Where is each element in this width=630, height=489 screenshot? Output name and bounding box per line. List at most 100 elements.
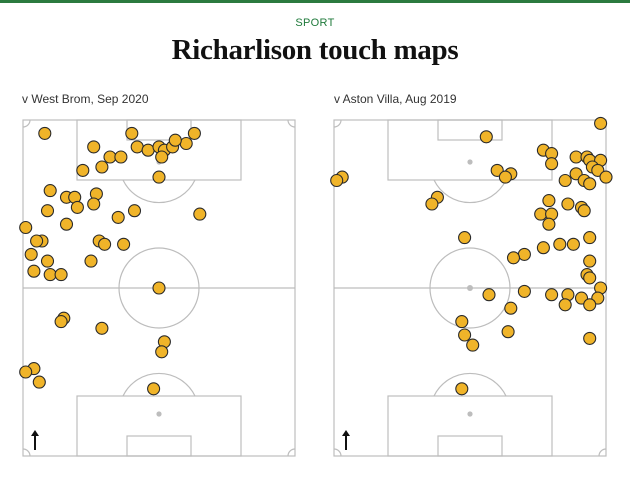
touch-point bbox=[54, 268, 68, 282]
touch-point bbox=[330, 173, 344, 188]
touch-point bbox=[566, 237, 580, 251]
touch-point bbox=[193, 207, 207, 221]
penalty-area-top bbox=[387, 119, 553, 181]
touch-point bbox=[84, 254, 98, 268]
section-kicker[interactable]: SPORT bbox=[295, 17, 335, 29]
touch-point bbox=[125, 126, 139, 140]
corner-arc bbox=[22, 448, 31, 457]
touch-point bbox=[545, 288, 559, 302]
touch-point bbox=[130, 140, 144, 154]
touch-point bbox=[141, 143, 155, 157]
touch-point bbox=[583, 231, 597, 245]
touch-point bbox=[87, 197, 101, 211]
touch-point bbox=[155, 345, 169, 359]
goal-area-bottom bbox=[126, 435, 192, 457]
touch-point bbox=[458, 231, 472, 245]
penalty-arc-top bbox=[433, 179, 507, 204]
touch-point bbox=[187, 126, 201, 140]
touch-point bbox=[479, 130, 493, 144]
touch-point bbox=[466, 338, 480, 352]
touch-point bbox=[455, 315, 469, 329]
centre-spot bbox=[467, 285, 473, 291]
touch-point bbox=[425, 197, 439, 211]
touch-point bbox=[577, 204, 591, 218]
touch-point bbox=[70, 200, 84, 214]
touch-point bbox=[54, 315, 68, 329]
touch-point bbox=[599, 170, 613, 184]
touch-point bbox=[517, 284, 531, 298]
touch-point bbox=[76, 163, 90, 177]
touch-point bbox=[558, 298, 572, 312]
touch-point bbox=[545, 157, 559, 171]
page-title: Richarlison touch maps bbox=[171, 34, 459, 66]
corner-arc bbox=[22, 119, 31, 128]
penalty-arc-top bbox=[122, 179, 196, 204]
touch-point bbox=[583, 298, 597, 312]
touch-point bbox=[111, 210, 125, 224]
touch-point bbox=[19, 220, 33, 235]
touch-point bbox=[127, 204, 142, 218]
touch-point bbox=[583, 331, 597, 345]
penalty-spot-bottom bbox=[156, 411, 162, 417]
direction-arrow-icon bbox=[342, 430, 350, 450]
penalty-area-bottom bbox=[387, 395, 553, 457]
touch-point bbox=[95, 321, 109, 335]
touch-point bbox=[155, 150, 169, 164]
touch-point bbox=[561, 197, 575, 211]
touch-point bbox=[24, 247, 38, 261]
touch-point bbox=[40, 254, 55, 268]
goal-area-bottom bbox=[437, 435, 503, 457]
direction-arrow-icon bbox=[31, 430, 39, 450]
touch-point bbox=[19, 365, 33, 379]
corner-arc bbox=[287, 448, 296, 457]
touch-markers bbox=[19, 126, 207, 396]
touch-point bbox=[558, 173, 572, 188]
corner-arc bbox=[287, 119, 296, 128]
touch-point bbox=[179, 136, 193, 151]
touch-point bbox=[87, 140, 101, 154]
touch-point bbox=[43, 184, 57, 198]
touch-point bbox=[152, 170, 166, 184]
centre-circle bbox=[118, 247, 200, 329]
penalty-spot-top bbox=[467, 159, 473, 165]
touch-point bbox=[569, 150, 583, 164]
goal-area-top bbox=[437, 119, 503, 141]
corner-arc bbox=[333, 448, 342, 457]
touch-map-aston-villa bbox=[330, 116, 613, 457]
chart-title-west-brom: v West Brom, Sep 2020 bbox=[22, 92, 149, 106]
touch-point bbox=[98, 237, 112, 251]
touch-point bbox=[103, 150, 117, 164]
touch-point bbox=[43, 268, 57, 282]
touch-point bbox=[536, 241, 550, 255]
touch-point bbox=[152, 281, 166, 295]
touch-point bbox=[38, 126, 52, 140]
touch-point bbox=[506, 251, 521, 265]
penalty-arc-bottom bbox=[122, 372, 196, 397]
touch-point bbox=[498, 170, 512, 184]
touch-point bbox=[534, 207, 548, 221]
touch-point bbox=[147, 382, 161, 396]
touch-point bbox=[542, 217, 556, 231]
touch-point bbox=[553, 237, 567, 251]
touch-point bbox=[583, 271, 597, 285]
corner-arc bbox=[598, 448, 607, 457]
penalty-spot-bottom bbox=[467, 411, 473, 417]
touch-map-west-brom bbox=[19, 119, 296, 457]
touch-point bbox=[168, 133, 182, 147]
chart-title-aston-villa: v Aston Villa, Aug 2019 bbox=[334, 92, 457, 106]
penalty-area-bottom bbox=[76, 395, 242, 457]
touch-markers bbox=[330, 116, 613, 396]
touch-point bbox=[583, 177, 597, 191]
touch-point bbox=[455, 382, 469, 396]
touch-point bbox=[95, 160, 109, 174]
top-accent-bar bbox=[0, 0, 630, 3]
touch-point bbox=[27, 264, 41, 278]
touch-point bbox=[594, 116, 608, 130]
pitch-markings bbox=[333, 119, 607, 457]
centre-circle bbox=[429, 247, 511, 329]
touch-point bbox=[32, 375, 46, 389]
touch-point bbox=[517, 247, 531, 261]
touch-point bbox=[40, 204, 55, 218]
corner-arc bbox=[333, 119, 342, 128]
touch-point bbox=[504, 301, 518, 315]
